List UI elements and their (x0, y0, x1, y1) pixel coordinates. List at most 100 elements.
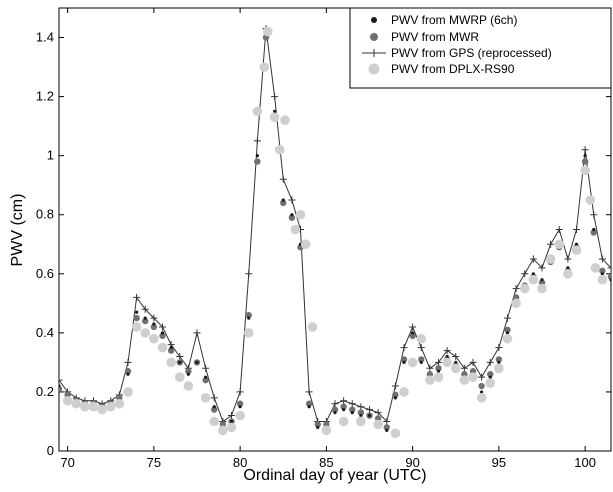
dplx-point (459, 375, 470, 385)
mwr-point (590, 229, 597, 236)
mwrp-point (126, 372, 130, 376)
dplx-point (226, 422, 237, 433)
gps-point (271, 93, 279, 101)
dplx-point (433, 372, 444, 382)
gps-point (391, 382, 399, 390)
mwr-point (599, 267, 606, 275)
mwrp-point (566, 266, 570, 270)
legend-label-mwr: PWV from MWR (391, 30, 479, 44)
gps-point (245, 270, 253, 278)
dplx-point (425, 375, 435, 385)
dplx-point (300, 239, 311, 250)
gps-point (469, 358, 477, 366)
dplx-point (218, 425, 228, 436)
mwrp-point (247, 316, 251, 320)
dplx-point (166, 357, 176, 368)
mwrp-point (367, 413, 372, 418)
mwr-point (202, 376, 209, 384)
mwrp-point (411, 331, 415, 335)
gps-point (555, 226, 563, 233)
gps-point (504, 314, 511, 322)
mwrp-point (316, 425, 320, 429)
gps-point (581, 146, 589, 154)
y-tick-label: 1 (47, 148, 54, 163)
mwrp-point (59, 384, 61, 388)
dplx-point (528, 274, 539, 285)
dplx-point (295, 209, 306, 220)
dplx-point (243, 328, 254, 338)
dplx-point (105, 401, 116, 412)
mwr-point (288, 214, 296, 221)
x-tick-label: 75 (147, 455, 161, 470)
mwr-point (383, 424, 390, 431)
mwr-point (400, 356, 408, 363)
dplx-point (259, 62, 270, 72)
x-tick-label: 70 (60, 455, 74, 470)
x-tick-label: 80 (233, 455, 247, 470)
mwr-point (478, 382, 485, 390)
dplx-point (545, 254, 556, 264)
mwrp-point (143, 316, 147, 320)
gps-point (607, 264, 611, 272)
dplx-point (290, 224, 301, 235)
gps-point (59, 376, 63, 384)
mwrp-point (135, 310, 139, 314)
y-tick-label: 0.2 (36, 384, 54, 399)
data-marks (59, 25, 611, 439)
mwr-point (211, 406, 218, 413)
dplx-point (269, 112, 280, 123)
legend: PWV from MWRP (6ch) PWV from MWR PWV fro… (349, 7, 612, 89)
dplx-point (399, 387, 409, 397)
mwr-point (495, 356, 503, 363)
dplx-point (450, 363, 461, 374)
mwrp-point (609, 278, 611, 282)
dplx-point (252, 106, 263, 117)
gps-point (452, 352, 460, 360)
dplx-point (183, 381, 194, 391)
dplx-point (494, 363, 504, 374)
dplx-point (563, 269, 573, 279)
gps-point (409, 323, 417, 331)
mwrp-point (307, 405, 311, 409)
mwrp-point (290, 213, 294, 217)
dplx-point (97, 404, 107, 415)
mwrp-point (160, 331, 165, 335)
mwrp-point (152, 322, 156, 326)
mwr-point (133, 314, 140, 322)
legend-marker-mwrp (371, 17, 377, 23)
mwrp-point (505, 331, 510, 335)
dplx-point (571, 245, 582, 255)
gps-point (383, 417, 391, 425)
y-tick-label: 1.4 (36, 30, 54, 45)
legend-marker-dplx (368, 63, 380, 75)
mwrp-point (402, 360, 406, 364)
mwrp-point (436, 369, 441, 373)
dplx-point (442, 357, 452, 368)
legend-box (349, 7, 612, 89)
gps-point (340, 397, 348, 405)
x-tick-label: 90 (405, 455, 419, 470)
dplx-point (209, 416, 220, 427)
dplx-point (235, 410, 245, 421)
mwrp-point (393, 396, 397, 400)
gps-point (486, 358, 494, 366)
dplx-point (149, 333, 159, 344)
series-layer (59, 25, 611, 439)
gps-point (366, 406, 373, 414)
dplx-point (585, 195, 596, 205)
gps-point (478, 373, 486, 381)
mwrp-point (531, 272, 535, 276)
mwr-point (331, 406, 339, 413)
dplx-point (80, 401, 90, 412)
dplx-point (416, 333, 427, 344)
gps-point (521, 270, 529, 278)
y-axis-title: PWV (cm) (9, 194, 26, 267)
gps-point (598, 255, 606, 263)
mwrp-point (600, 272, 604, 276)
mwrp-point (445, 354, 449, 359)
x-axis-title: Ordinal day of year (UTC) (243, 467, 426, 484)
gps-point (495, 344, 503, 352)
axis-ticks: 70 75 80 85 90 95 100 0 0.2 0.4 0.6 0.8 1 1.2 1.4 (36, 8, 611, 470)
dplx-point (519, 283, 530, 294)
